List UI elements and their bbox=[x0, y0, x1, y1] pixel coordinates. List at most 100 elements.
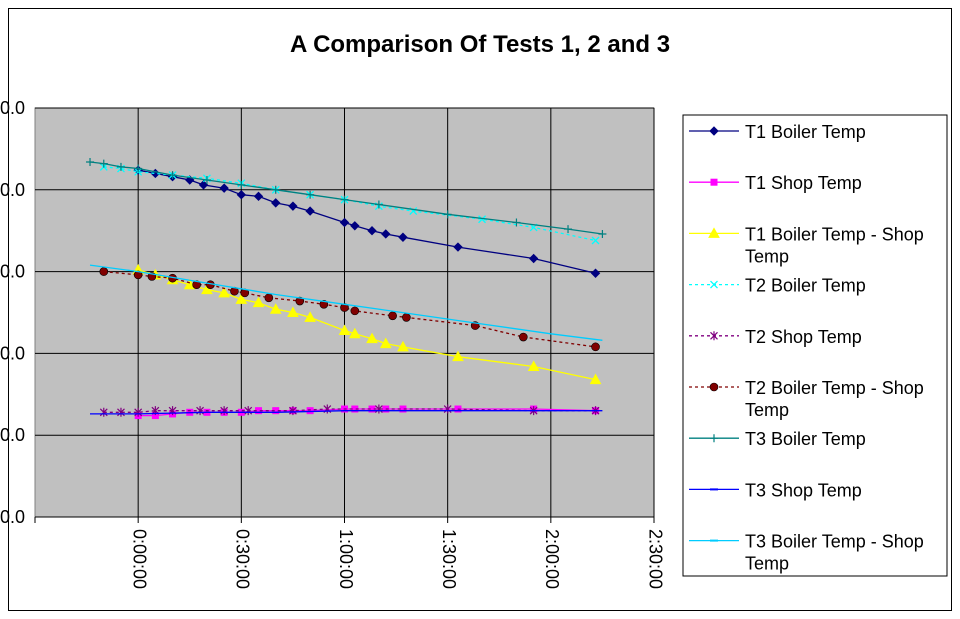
data-point bbox=[304, 311, 316, 322]
data-point bbox=[388, 311, 397, 321]
data-point bbox=[134, 407, 143, 417]
data-point bbox=[116, 162, 125, 171]
data-point bbox=[366, 332, 378, 344]
y-tick-label: 150.0 bbox=[0, 262, 25, 282]
data-point bbox=[379, 337, 392, 349]
data-point bbox=[237, 180, 246, 189]
data-point bbox=[168, 171, 177, 180]
x-tick-label: 2:30:00 bbox=[645, 529, 665, 589]
data-point bbox=[134, 164, 143, 173]
data-point bbox=[319, 300, 329, 309]
data-point bbox=[295, 296, 305, 306]
data-point bbox=[528, 253, 539, 264]
data-point bbox=[255, 407, 263, 415]
legend-label: T3 Boiler Temp - Shop bbox=[745, 532, 924, 552]
series-8 bbox=[90, 410, 603, 415]
data-point bbox=[591, 342, 600, 352]
data-point bbox=[340, 195, 349, 204]
data-point bbox=[453, 242, 463, 252]
data-point bbox=[350, 221, 360, 231]
data-point bbox=[253, 191, 264, 202]
data-point bbox=[271, 198, 281, 208]
legend-label: T3 Boiler Temp bbox=[745, 429, 866, 449]
data-point bbox=[305, 206, 315, 216]
legend-label: T1 Shop Temp bbox=[745, 173, 862, 193]
data-point bbox=[398, 232, 408, 242]
axes: 0.0 50.0 100.0 150.0 200.0 250.0 0:00:00 0:30:0… bbox=[0, 98, 665, 589]
data-point bbox=[519, 332, 528, 342]
data-point bbox=[443, 210, 452, 219]
data-point bbox=[374, 200, 383, 209]
legend-marker bbox=[708, 227, 720, 238]
data-point bbox=[99, 407, 108, 417]
x-tick-label: 0:00:00 bbox=[129, 529, 149, 589]
x-tick-label: 2:00:00 bbox=[542, 529, 562, 589]
data-point bbox=[86, 157, 95, 166]
data-point bbox=[381, 229, 391, 239]
series-line bbox=[103, 408, 596, 413]
legend-label: Temp bbox=[745, 246, 789, 266]
x-tick-label: 0:30:00 bbox=[233, 529, 253, 589]
y-tick-label: 0.0 bbox=[0, 507, 25, 527]
series-layer bbox=[86, 157, 607, 420]
data-point bbox=[478, 215, 487, 224]
data-point bbox=[338, 324, 351, 335]
series-line bbox=[103, 270, 596, 348]
legend-marker bbox=[709, 382, 719, 392]
data-point bbox=[452, 350, 464, 362]
legend: T1 Boiler Temp T1 Shop Temp T1 Boiler Temp… bbox=[682, 114, 948, 577]
data-point bbox=[183, 278, 196, 290]
data-point bbox=[271, 185, 280, 194]
legend-box bbox=[682, 114, 948, 577]
legend-label: T3 Shop Temp bbox=[745, 480, 862, 500]
data-point bbox=[220, 406, 229, 416]
legend-label: T2 Boiler Temp bbox=[745, 276, 866, 296]
chart-title: A Comparison Of Tests 1, 2 and 3 bbox=[290, 31, 670, 58]
data-point bbox=[306, 407, 314, 415]
legend-entry: T1 Shop Temp bbox=[689, 173, 862, 193]
data-point bbox=[351, 405, 359, 413]
data-point bbox=[272, 407, 280, 415]
gridlines bbox=[35, 107, 655, 518]
data-point bbox=[399, 405, 407, 413]
legend-entry: T1 Boiler Temp bbox=[689, 122, 866, 142]
legend-label: Temp bbox=[745, 554, 789, 574]
data-point bbox=[117, 407, 125, 417]
data-point bbox=[192, 280, 201, 289]
legend-entry: T2 Shop Temp bbox=[689, 327, 862, 347]
legend-label: Temp bbox=[745, 400, 789, 420]
x-tick-label: 1:00:00 bbox=[336, 529, 356, 589]
data-point bbox=[402, 313, 411, 322]
data-point bbox=[198, 180, 209, 190]
data-point bbox=[339, 217, 350, 228]
data-point bbox=[287, 306, 299, 317]
data-point bbox=[564, 225, 573, 234]
data-point bbox=[443, 404, 452, 414]
legend-entry: T3 Boiler Temp bbox=[689, 429, 866, 449]
y-tick-label: 250.0 bbox=[0, 98, 25, 118]
legend-marker bbox=[710, 331, 718, 341]
data-point bbox=[235, 293, 248, 304]
series-3 bbox=[132, 263, 602, 385]
legend-entry: T3 Shop Temp bbox=[689, 480, 862, 500]
data-point bbox=[99, 267, 109, 276]
y-tick-label: 50.0 bbox=[0, 425, 25, 445]
data-point bbox=[219, 183, 229, 193]
series-line bbox=[89, 264, 603, 341]
y-tick-label: 100.0 bbox=[0, 343, 25, 363]
legend-marker bbox=[709, 126, 719, 136]
data-point bbox=[348, 327, 361, 339]
legend-marker bbox=[710, 280, 718, 289]
data-point bbox=[374, 404, 383, 414]
data-point bbox=[218, 286, 230, 298]
data-point bbox=[201, 283, 213, 295]
legend-label: T2 Boiler Temp - Shop bbox=[745, 378, 924, 398]
y-tick-label: 200.0 bbox=[0, 180, 25, 200]
data-point bbox=[306, 190, 315, 199]
data-point bbox=[591, 236, 600, 245]
data-point bbox=[512, 218, 521, 227]
